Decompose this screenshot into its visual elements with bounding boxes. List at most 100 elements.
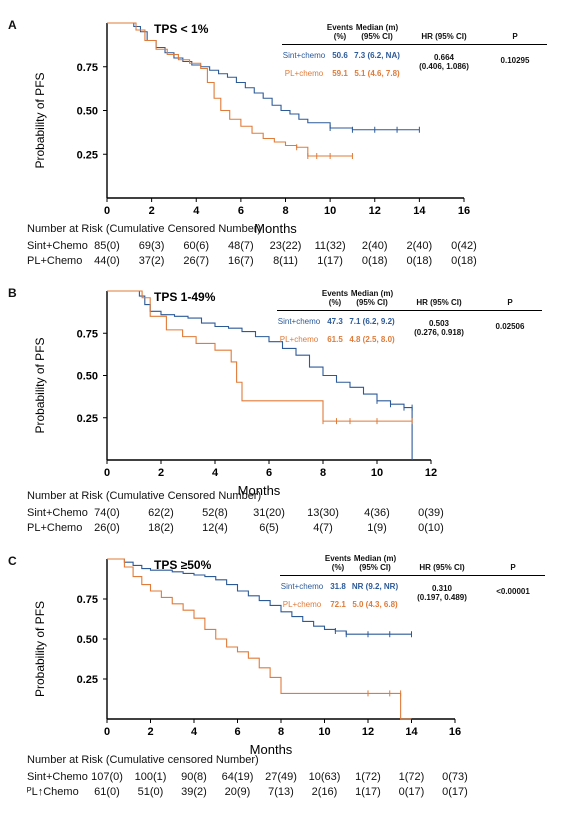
panel-letter: C — [8, 554, 17, 568]
legend-table: Events (%) Median (m) (95% CI) HR (95% CI) P S… — [277, 289, 547, 359]
y-tick-label: 0.50 — [77, 106, 98, 118]
km-plot: 0 2 4 6 8 10 12 0.75 0.50 0.25 Months Probability o… — [33, 290, 437, 498]
legend-header: Median (m) (95% CI) — [355, 23, 399, 41]
risk-cell: 62(2) — [148, 507, 174, 519]
legend-divider — [277, 310, 542, 311]
risk-cell: 0(42) — [451, 240, 477, 252]
legend-group: PL+chemo — [279, 335, 319, 344]
x-axis-label: Months — [250, 742, 293, 757]
legend-events: 47.3 — [327, 317, 343, 326]
risk-cell: 4(7) — [313, 522, 333, 534]
y-tick-label: 0.75 — [77, 62, 98, 74]
x-tick-label: 2 — [149, 205, 155, 217]
x-axis-label: Months — [238, 483, 281, 498]
y-axis-label: Probability of PFS — [33, 337, 47, 433]
legend-median: 5.1 (4.6, 7.8) — [354, 69, 400, 78]
legend-header: P — [507, 298, 513, 307]
risk-cell: 107(0) — [91, 771, 123, 783]
x-tick-label: 4 — [193, 205, 200, 217]
risk-cell: 52(8) — [202, 507, 228, 519]
y-tick-label: 0.75 — [77, 594, 98, 606]
x-tick-label: 2 — [147, 726, 153, 738]
legend-header: HR (95% CI) — [416, 298, 462, 307]
y-tick-label: 0.25 — [77, 413, 98, 425]
risk-table-title: Number at Risk (Cumulative Censored Numb… — [27, 490, 262, 502]
x-tick-label: 6 — [234, 726, 240, 738]
panel-letter: B — [8, 286, 17, 300]
legend-hr: 0.664 — [433, 53, 455, 62]
x-tick-label: 12 — [362, 726, 374, 738]
x-tick-label: 0 — [104, 467, 110, 479]
risk-cell: 7(13) — [268, 786, 294, 798]
risk-cell: 4(36) — [364, 507, 390, 519]
x-axis-label: Months — [254, 221, 297, 236]
legend-median: NR (9.2, NR) — [351, 582, 399, 591]
legend-events: 31.8 — [330, 582, 346, 591]
km-curve-pl — [107, 290, 413, 422]
legend-table: Events (%) Median (m) (95% CI) HR (95% CI) P S… — [280, 554, 550, 624]
risk-cell: 85(0) — [94, 240, 120, 252]
risk-row-sint: Sint+Chemo 74(0) 62(2) 52(8) 31(20) 13(30) 4(… — [27, 507, 444, 519]
legend-hr-ci: (0.276, 0.918) — [414, 328, 464, 337]
legend-group: PL+chemo — [282, 600, 322, 609]
legend-table: Events (%) Median (m) (95% CI) HR (95% CI) P S… — [282, 23, 552, 93]
x-tick-label: 10 — [324, 205, 336, 217]
risk-cell: 51(0) — [137, 786, 164, 798]
risk-cell: 0(73) — [442, 771, 468, 783]
risk-cell: 1(72) — [398, 771, 425, 783]
km-curve-sint — [107, 558, 412, 635]
risk-row-pl: PL+Chemo 44(0) 37(2) 26(7) 16(7) 8(11) 1(17) 0… — [27, 255, 477, 267]
risk-cell: 74(0) — [94, 507, 120, 519]
risk-row-label: Sint+Chemo — [27, 240, 88, 252]
chart-title: TPS 1-49% — [154, 290, 216, 304]
x-tick-label: 12 — [369, 205, 381, 217]
x-tick-label: 14 — [405, 726, 418, 738]
legend-events: 72.1 — [330, 600, 346, 609]
y-axis-label: Probability of PFS — [33, 72, 47, 168]
x-tick-label: 8 — [282, 205, 288, 217]
km-plot: 0 2 4 6 8 10 12 14 16 0.75 0.50 0.25 Months Probabili… — [33, 558, 461, 757]
legend-hr: 0.310 — [431, 584, 453, 593]
x-tick-label: 4 — [212, 467, 219, 479]
legend-p-value: <0.00001 — [496, 587, 530, 596]
risk-row-label: PL+Chemo — [27, 255, 83, 267]
y-tick-label: 0.50 — [77, 371, 98, 383]
legend-divider — [282, 44, 547, 45]
risk-cell: 0(17) — [398, 786, 425, 798]
risk-cell: 0(39) — [418, 507, 444, 519]
risk-table-title: Number at Risk (Cumulative Censored Numb… — [27, 223, 262, 235]
y-tick-label: 0.25 — [77, 149, 98, 161]
legend-header: P — [512, 32, 518, 41]
panel-c: C 0 2 4 6 8 10 12 14 16 0.75 0.50 0.25 Months Probabi… — [0, 554, 583, 816]
panel-letter: A — [8, 18, 17, 32]
y-tick-label: 0.25 — [77, 674, 98, 686]
risk-cell: 8(11) — [273, 255, 298, 267]
legend-hr: 0.503 — [428, 319, 450, 328]
risk-cell: 11(32) — [314, 240, 346, 252]
y-tick-label: 0.50 — [77, 634, 98, 646]
legend-header: Events (%) — [326, 23, 354, 41]
legend-group: Sint+chemo — [277, 317, 321, 326]
risk-row-pl: PL+Chemo 26(0) 18(2) 12(4) 6(5) 4(7) 1(9) 0(10… — [27, 522, 444, 534]
risk-cell: 23(22) — [269, 240, 302, 252]
risk-row-sint: Sint+Chemo 107(0) 100(1) 90(8) 64(19) 27(49)… — [27, 771, 468, 783]
risk-cell: 18(2) — [148, 522, 174, 534]
legend-header: Median (m) (95% CI) — [350, 289, 394, 307]
legend-events: 50.6 — [332, 51, 348, 60]
risk-cell: 37(2) — [138, 255, 165, 267]
x-tick-label: 8 — [278, 726, 284, 738]
legend-group: Sint+chemo — [282, 51, 326, 60]
risk-cell: 69(3) — [138, 240, 165, 252]
legend-p-value: 0.10295 — [500, 56, 530, 65]
risk-cell: 48(7) — [228, 240, 254, 252]
risk-cell: 44(0) — [94, 255, 120, 267]
risk-row-sint: Sint+Chemo 85(0) 69(3) 60(6) 48(7) 23(22) 11(… — [27, 240, 477, 252]
risk-cell: 1(9) — [367, 522, 387, 534]
risk-cell: 20(9) — [224, 786, 251, 798]
risk-cell: 13(30) — [307, 507, 339, 519]
risk-cell: 1(17) — [317, 255, 343, 267]
risk-cell: 0(18) — [451, 255, 477, 267]
panel-b: B 0 2 4 6 8 10 12 0.75 0.50 0.25 Months Probability… — [0, 286, 583, 541]
legend-header: Median (m) (95% CI) — [353, 554, 397, 572]
risk-cell: 1(17) — [355, 786, 381, 798]
